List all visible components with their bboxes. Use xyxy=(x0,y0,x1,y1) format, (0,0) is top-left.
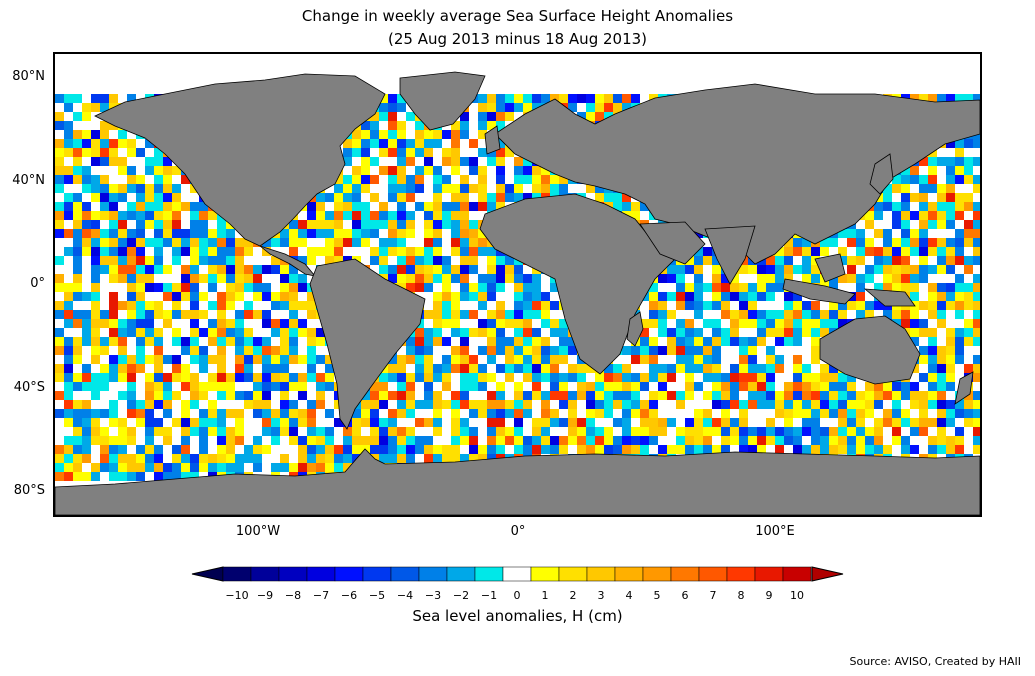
colorbar-cell xyxy=(698,566,728,582)
lon-label-0: 0° xyxy=(510,524,526,539)
colorbar-tick-label: 6 xyxy=(681,589,689,602)
new-guinea xyxy=(863,288,916,307)
colorbar-cell xyxy=(278,566,308,582)
colorbar-cell xyxy=(530,566,560,582)
colorbar-tick-label: −8 xyxy=(284,589,302,602)
colorbar-tick-label: −6 xyxy=(340,589,358,602)
borneo xyxy=(814,253,846,283)
map-panel xyxy=(53,52,982,517)
lat-label-40n: 40°N xyxy=(12,173,45,188)
colorbar-cell xyxy=(222,566,252,582)
colorbar-tick-label: 2 xyxy=(569,589,577,602)
colorbar-tick-label: −10 xyxy=(225,589,249,602)
uk xyxy=(484,125,501,155)
colorbar-over-arrow xyxy=(811,566,844,582)
colorbar-cell xyxy=(782,566,812,582)
colorbar-tick-label: 5 xyxy=(653,589,661,602)
colorbar-tick-label: 3 xyxy=(597,589,605,602)
colorbar-tick-label: 4 xyxy=(625,589,633,602)
colorbar-label: Sea level anomalies, H (cm) xyxy=(412,607,623,625)
colorbar-tick-label: 9 xyxy=(765,589,773,602)
colorbar-cell xyxy=(446,566,476,582)
arabia xyxy=(639,221,706,265)
japan xyxy=(869,153,894,195)
colorbar-tick-label: 10 xyxy=(790,589,804,602)
lon-label-100w: 100°W xyxy=(235,524,281,539)
colorbar-cell xyxy=(390,566,420,582)
madagascar xyxy=(626,311,644,347)
source-note: Source: AVISO, Created by HAII xyxy=(849,655,1021,668)
colorbar-under-arrow xyxy=(191,566,224,582)
north-america xyxy=(94,73,386,247)
eurasia xyxy=(494,83,980,265)
lat-label-0: 0° xyxy=(30,276,45,291)
colorbar-cell xyxy=(614,566,644,582)
colorbar-cell xyxy=(334,566,364,582)
colorbar-cell xyxy=(642,566,672,582)
indonesia xyxy=(782,278,856,305)
colorbar-tick-label: −4 xyxy=(396,589,414,602)
colorbar-cell xyxy=(306,566,336,582)
colorbar-tick-label: 0 xyxy=(513,589,521,602)
map-subtitle: (25 Aug 2013 minus 18 Aug 2013) xyxy=(387,30,648,48)
australia xyxy=(819,315,921,385)
lon-label-100e: 100°E xyxy=(755,524,795,539)
map-title: Change in weekly average Sea Surface Hei… xyxy=(301,7,734,25)
colorbar-cell xyxy=(502,566,532,582)
colorbar-cell xyxy=(362,566,392,582)
colorbar-cell xyxy=(586,566,616,582)
central-america xyxy=(259,245,317,277)
colorbar-cell xyxy=(558,566,588,582)
colorbar-cell xyxy=(418,566,448,582)
colorbar-tick-label: −1 xyxy=(480,589,498,602)
colorbar-cell xyxy=(754,566,784,582)
sea-height-map xyxy=(55,71,980,515)
colorbar-tick-label: −9 xyxy=(256,589,274,602)
colorbar-tick-label: −7 xyxy=(312,589,330,602)
colorbar-tick-label: −5 xyxy=(368,589,386,602)
land-masses xyxy=(55,71,980,515)
lat-label-80n: 80°N xyxy=(12,69,45,84)
colorbar xyxy=(191,566,844,582)
south-america xyxy=(309,258,426,430)
colorbar-cells xyxy=(222,566,812,582)
colorbar-cell xyxy=(474,566,504,582)
colorbar-cell xyxy=(726,566,756,582)
antarctica xyxy=(55,448,980,515)
colorbar-cell xyxy=(250,566,280,582)
colorbar-tick-label: −3 xyxy=(424,589,442,602)
colorbar-tick-label: 7 xyxy=(709,589,717,602)
colorbar-tick-label: −2 xyxy=(452,589,470,602)
new-zealand xyxy=(954,371,974,405)
colorbar-tick-label: 8 xyxy=(737,589,745,602)
lat-label-40s: 40°S xyxy=(13,380,45,395)
india xyxy=(704,225,756,285)
lat-label-80s: 80°S xyxy=(13,483,45,498)
greenland xyxy=(399,71,486,131)
colorbar-tick-label: 1 xyxy=(541,589,549,602)
colorbar-cell xyxy=(670,566,700,582)
